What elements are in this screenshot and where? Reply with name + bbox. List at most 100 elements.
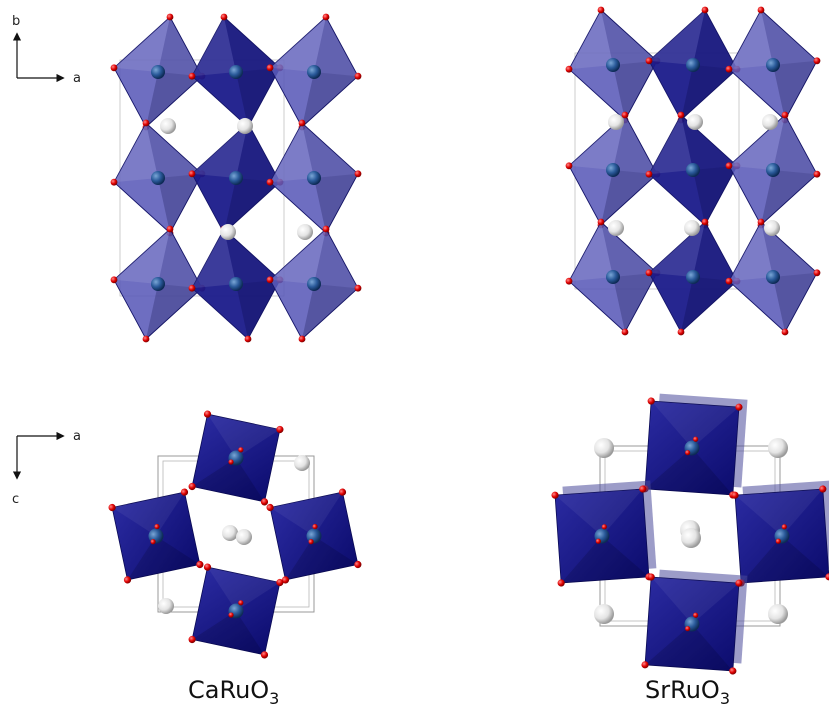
ru-atom: [686, 270, 700, 284]
octahedron-face: [236, 67, 280, 127]
oxygen-atom: [188, 72, 196, 80]
octahedron-face: [773, 60, 817, 120]
octahedron-face: [314, 229, 358, 289]
octahedron-face: [729, 10, 773, 70]
oxygen-atom: [819, 485, 827, 493]
ruo6-octahedron: [266, 13, 362, 131]
oxygen-atom: [110, 178, 118, 186]
octahedron-face: [224, 229, 280, 284]
oxygen-atom: [595, 538, 601, 544]
octahedron-face: [270, 17, 326, 72]
octahedron-face: [314, 17, 358, 77]
ruo6-octahedron: [266, 225, 362, 343]
a-site-atom: [236, 529, 252, 545]
oxygen-atom: [188, 170, 196, 178]
a-site-atom: [158, 598, 174, 614]
oxygen-atom: [166, 225, 174, 233]
oxygen-atom: [276, 578, 284, 587]
octahedron-face: [146, 123, 202, 178]
ruo6-octahedron: [110, 225, 206, 343]
ruo6-square: [551, 480, 657, 587]
oxygen-atom: [110, 64, 118, 72]
oxygen-atom: [322, 225, 330, 233]
a-site-atom: [681, 528, 701, 548]
octahedron-face: [146, 72, 202, 127]
octahedron-face: [236, 123, 280, 183]
oxygen-atom: [354, 284, 362, 292]
ruo6-octahedron: [645, 6, 741, 124]
ru-atom: [151, 277, 165, 291]
octahedron-face: [270, 229, 326, 284]
octahedron-face: [773, 272, 817, 332]
octahedron-face: [158, 173, 202, 233]
oxygen-atom: [693, 436, 699, 442]
ru-atom: [606, 270, 620, 284]
a-site-atom: [594, 604, 614, 624]
oxygen-atom: [645, 57, 653, 65]
oxygen-atom: [725, 162, 733, 170]
ru-atom: [606, 163, 620, 177]
oxygen-atom: [150, 539, 156, 545]
a-site-atom: [297, 224, 313, 240]
c-axis-label: c: [12, 492, 19, 507]
oxygen-atom: [757, 6, 765, 14]
oxygen-atom: [166, 13, 174, 21]
octahedron-face: [192, 458, 265, 502]
oxygen-atom: [597, 218, 605, 226]
oxygen-atom: [228, 459, 234, 465]
ru-atom: [766, 163, 780, 177]
oxygen-atom: [565, 277, 573, 285]
ruo6-square: [266, 488, 362, 584]
ru-atom: [229, 277, 243, 291]
ru-atom: [151, 65, 165, 79]
oxygen-atom: [123, 576, 132, 584]
oxygen-atom: [260, 651, 269, 659]
oxygen-atom: [685, 450, 691, 456]
oxygen-atom: [685, 626, 691, 632]
oxygen-atom: [196, 560, 204, 569]
octahedron-face: [270, 492, 343, 536]
oxygen-atom: [781, 111, 789, 119]
octahedron-face: [761, 222, 817, 277]
octahedron-face: [645, 624, 733, 671]
octahedron-face: [224, 17, 280, 72]
oxygen-atom: [775, 538, 781, 544]
octahedron-face: [270, 123, 314, 183]
a-site-atom: [222, 525, 238, 541]
octahedron-face: [158, 17, 202, 77]
octahedron-face: [651, 401, 739, 448]
octahedron-face: [127, 536, 200, 580]
oxygen-atom: [731, 491, 739, 499]
oxygen-atom: [621, 111, 629, 119]
srruo3-side-view: [565, 6, 821, 336]
octahedron-face: [302, 72, 358, 127]
oxygen-atom: [597, 6, 605, 14]
oxygen-atom: [641, 661, 649, 669]
ru-atom: [229, 65, 243, 79]
octahedron-face: [729, 222, 773, 282]
ruo6-octahedron: [110, 13, 206, 131]
ruo6-octahedron: [110, 119, 206, 237]
oxygen-atom: [725, 65, 733, 73]
oxygen-atom: [281, 576, 290, 584]
b-axis-label: b: [12, 14, 20, 29]
ruo6-octahedron: [645, 218, 741, 336]
octahedron-face: [613, 115, 657, 175]
oxygen-atom: [298, 335, 306, 343]
oxygen-atom: [322, 13, 330, 21]
octahedron-face: [192, 17, 236, 77]
octahedron-face: [112, 492, 185, 536]
ruo6-square: [188, 410, 284, 506]
oxygen-atom: [813, 269, 821, 277]
ru-atom: [307, 277, 321, 291]
a-site-atom: [594, 438, 614, 458]
oxygen-atom: [238, 600, 244, 606]
octahedron-face: [613, 60, 657, 120]
octahedron-face: [207, 414, 280, 458]
octahedron-face: [761, 170, 817, 225]
oxygen-atom: [647, 397, 655, 405]
oxygen-atom: [677, 111, 685, 119]
oxygen-atom: [354, 170, 362, 178]
oxygen-atom: [188, 635, 196, 644]
